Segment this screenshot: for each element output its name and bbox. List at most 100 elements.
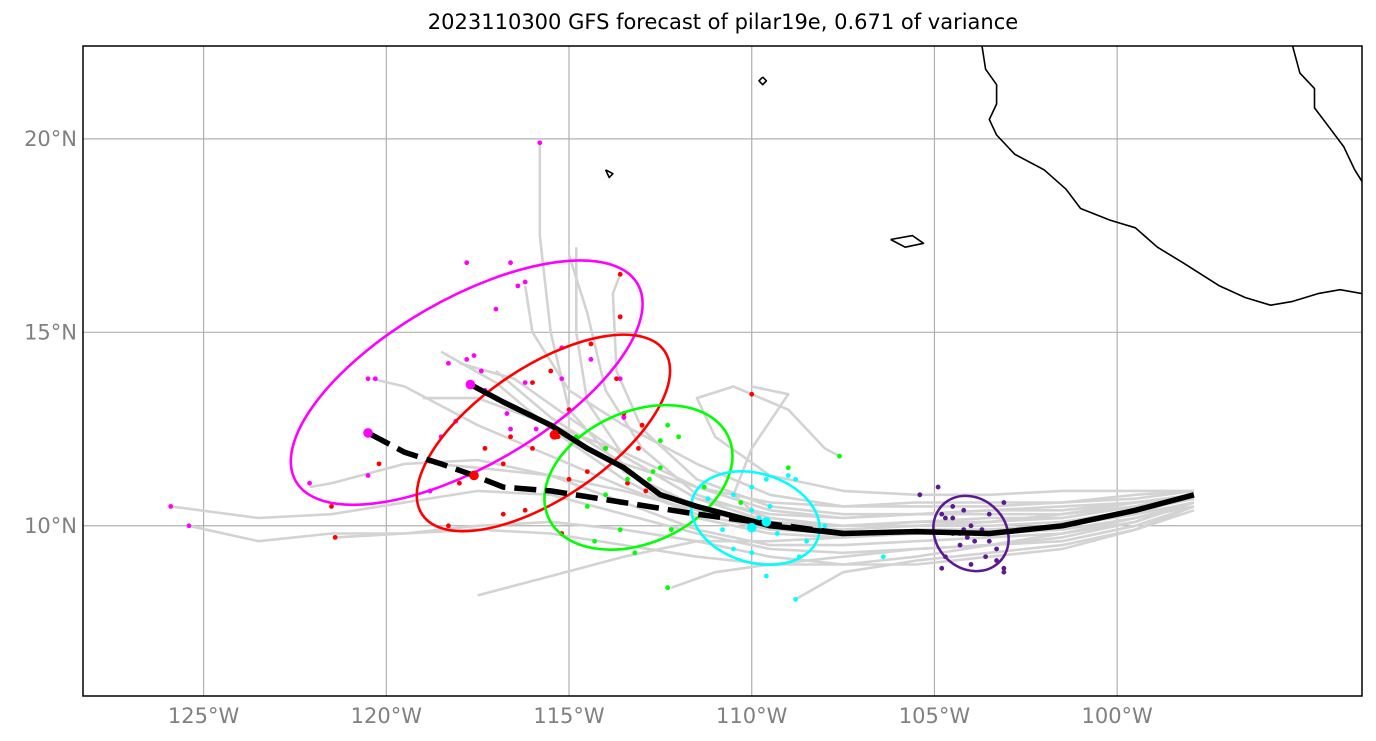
x-tick-label: 125°W	[168, 704, 240, 728]
coastline	[1291, 46, 1362, 182]
track-end-marker	[469, 470, 479, 481]
ensemble-position-dot	[588, 341, 594, 347]
ensemble-position-dot	[964, 534, 970, 540]
ensemble-position-dot	[504, 411, 510, 416]
ensemble-position-dot	[1001, 565, 1007, 571]
ensemble-position-dot	[950, 504, 956, 509]
ensemble-position-dot	[621, 415, 627, 420]
mean-track-solid	[469, 382, 1195, 537]
ensemble-position-dot	[566, 476, 572, 482]
gridlines	[83, 46, 1362, 696]
ensemble-position-dot	[376, 461, 382, 467]
ensemble-position-dot	[588, 356, 594, 362]
ensemble-position-dot	[1001, 500, 1007, 505]
ensemble-position-dot	[720, 527, 725, 533]
ensemble-position-dot	[676, 434, 682, 440]
ensemble-position-dot	[530, 380, 535, 386]
x-tick-label: 115°W	[533, 704, 605, 728]
ensemble-position-dot	[537, 140, 543, 146]
ensemble-position-dot	[584, 504, 590, 509]
ensemble-position-dot	[749, 507, 755, 513]
ensemble-track	[170, 489, 1195, 555]
ensemble-position-dot	[837, 453, 842, 459]
ensemble-position-dot	[793, 476, 798, 482]
ensemble-position-dot	[749, 550, 755, 556]
ensemble-position-dot	[625, 480, 630, 486]
ensemble-position-dot	[632, 550, 638, 556]
ensemble-track	[732, 385, 1195, 531]
y-tick-label: 15°N	[24, 320, 77, 344]
ensemble-position-dot	[943, 515, 948, 521]
ensemble-position-dot	[625, 476, 630, 482]
ensemble-position-dot	[639, 422, 645, 428]
ensemble-position-dot	[774, 531, 780, 536]
ensemble-position-dot	[603, 445, 608, 451]
ensemble-position-dot	[446, 360, 451, 366]
ensemble-position-dot	[508, 426, 513, 432]
ensemble-position-dot	[522, 380, 528, 386]
ensemble-position-dot	[168, 504, 174, 509]
ensemble-position-dot	[917, 492, 923, 498]
ensemble-position-dot	[500, 461, 506, 467]
ensemble-track	[611, 273, 1195, 516]
ensemble-track	[433, 462, 1195, 528]
ensemble-position-dot	[705, 496, 711, 502]
ensemble-position-dot	[533, 426, 539, 432]
ensemble-position-dot	[365, 376, 371, 382]
ensemble-position-dot	[822, 523, 828, 529]
ensemble-track	[371, 377, 1195, 535]
ensemble-position-dot	[471, 353, 477, 358]
track-end-marker	[465, 379, 476, 390]
uncertainty-ellipse	[415, 333, 672, 533]
ensemble-position-dot	[665, 585, 671, 591]
ensemble-position-dot	[617, 271, 623, 277]
ensemble-position-dot	[763, 476, 769, 482]
ensemble-position-dot	[939, 511, 945, 517]
ensemble-position-dot	[493, 306, 499, 312]
ensemble-position-dot	[508, 260, 513, 266]
ensemble-position-dot	[456, 480, 462, 486]
ensemble-position-dot	[731, 492, 736, 498]
y-tick-label: 20°N	[24, 127, 77, 151]
ensemble-position-dot	[508, 434, 513, 440]
ensemble-position-dot	[950, 515, 956, 521]
ensemble-position-dot	[668, 527, 674, 533]
ensemble-position-dot	[482, 445, 488, 451]
track-end-marker	[746, 522, 757, 533]
plot-area	[168, 46, 1362, 602]
ensemble-position-dot	[665, 422, 671, 428]
ensemble-position-dot	[617, 376, 623, 382]
ensemble-position-dot	[968, 562, 974, 567]
ensemble-position-dot	[515, 283, 521, 289]
track-end-marker	[761, 517, 772, 527]
uncertainty-ellipse	[689, 470, 821, 567]
ensemble-position-dot	[650, 469, 656, 474]
ensemble-position-dot	[522, 507, 528, 513]
ensemble-position-dot	[592, 538, 597, 544]
coastline	[890, 234, 925, 248]
ensemble-position-dot	[957, 542, 963, 548]
track-end-marker	[363, 428, 373, 438]
coastline	[604, 169, 614, 179]
uncertainty-ellipse	[543, 403, 734, 551]
ensemble-position-dot	[464, 356, 470, 362]
ensemble-position-dot	[643, 488, 649, 494]
ensemble-position-dot	[186, 523, 192, 529]
ensemble-position-dot	[307, 480, 312, 486]
ensemble-position-dot	[756, 515, 762, 521]
ensemble-position-dot	[738, 500, 744, 505]
uncertainty-ellipse	[932, 494, 1010, 573]
ensemble-position-dot	[749, 391, 755, 397]
ensemble-position-dot	[986, 538, 992, 544]
ensemble-position-dot	[365, 473, 371, 478]
ensemble-position-dot	[657, 465, 663, 471]
ensemble-position-dot	[332, 534, 338, 540]
uncertainty-ellipse	[289, 259, 644, 507]
ensemble-position-dot	[939, 565, 945, 571]
ensemble-position-dot	[559, 376, 565, 382]
ensemble-track	[695, 385, 1194, 497]
x-tick-label: 105°W	[899, 704, 971, 728]
ensemble-position-dot	[983, 554, 989, 560]
ensemble-position-dot	[986, 511, 992, 517]
ensemble-position-dot	[657, 438, 663, 444]
